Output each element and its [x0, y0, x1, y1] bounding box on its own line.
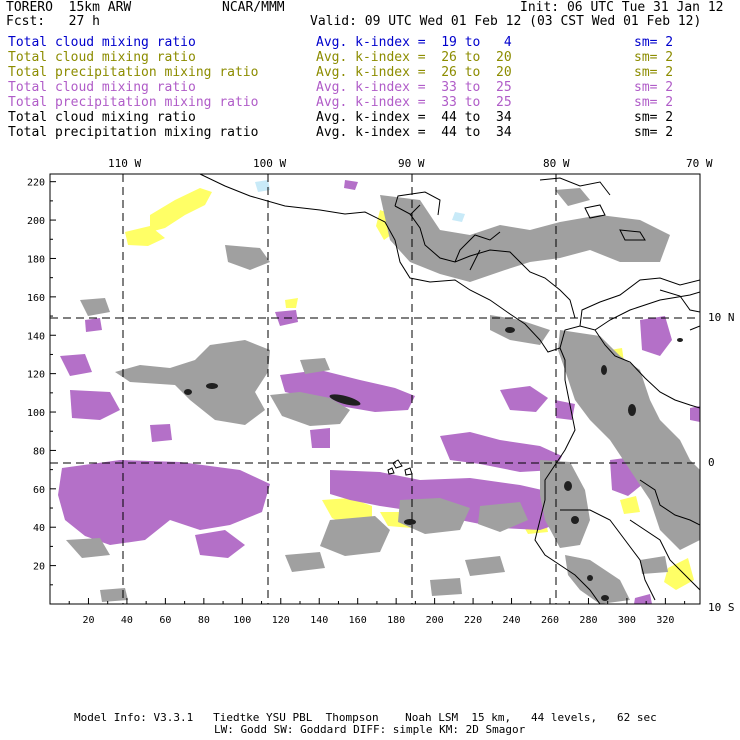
legend-kindex: Avg. k-index = 26 to 20 — [316, 65, 512, 80]
model-title: TORERO 15km ARW — [6, 0, 132, 15]
legend-kindex: Avg. k-index = 33 to 25 — [316, 80, 512, 95]
x-tick-label: 260 — [541, 615, 559, 626]
y-tick-label: 200 — [27, 216, 45, 227]
forecast-hour: Fcst: 27 h — [6, 14, 100, 29]
legend-field: Total precipitation mixing ratio — [8, 125, 259, 140]
y-tick-label: 100 — [27, 408, 45, 419]
legend-kindex: Avg. k-index = 26 to 20 — [316, 50, 512, 65]
legend-field: Total cloud mixing ratio — [8, 110, 196, 125]
legend-smoothing: sm= 2 — [634, 95, 674, 110]
lon-label-100w: 100 W — [253, 157, 287, 170]
axis-ticks — [50, 181, 686, 604]
x-tick-label: 280 — [579, 615, 597, 626]
y-tick-label: 140 — [27, 331, 45, 342]
model-physics: LW: Godd SW: Goddard DIFF: simple KM: 2D… — [214, 723, 526, 736]
x-tick-label: 300 — [618, 615, 636, 626]
lat-label-0: 0 — [708, 456, 715, 469]
legend-smoothing: sm= 2 — [634, 50, 674, 65]
legend-field: Total cloud mixing ratio — [8, 80, 196, 95]
institution-label: NCAR/MMM — [222, 0, 285, 15]
legend-kindex: Avg. k-index = 44 to 34 — [316, 125, 512, 140]
x-tick-label: 60 — [159, 615, 171, 626]
legend-smoothing: sm= 2 — [634, 110, 674, 125]
y-tick-label: 180 — [27, 254, 45, 265]
y-tick-label: 220 — [27, 178, 45, 189]
y-tick-label: 80 — [33, 446, 45, 457]
legend-kindex: Avg. k-index = 19 to 4 — [316, 35, 512, 50]
legend-smoothing: sm= 2 — [634, 35, 674, 50]
x-tick-label: 220 — [464, 615, 482, 626]
x-tick-label: 180 — [387, 615, 405, 626]
lon-label-90w: 90 W — [398, 157, 425, 170]
legend-smoothing: sm= 2 — [634, 80, 674, 95]
y-tick-label: 20 — [33, 562, 45, 573]
legend-field: Total precipitation mixing ratio — [8, 95, 259, 110]
x-tick-label: 160 — [349, 615, 367, 626]
legend-field: Total precipitation mixing ratio — [8, 65, 259, 80]
lon-label-110w: 110 W — [108, 157, 142, 170]
x-tick-label: 200 — [426, 615, 444, 626]
graticule — [50, 174, 700, 604]
x-tick-label: 100 — [233, 615, 251, 626]
map-frame — [49, 173, 701, 605]
x-tick-label: 320 — [656, 615, 674, 626]
legend-field: Total cloud mixing ratio — [8, 50, 196, 65]
model-info: Model Info: V3.3.1 Tiedtke YSU PBL Thomp… — [74, 711, 657, 724]
axis-tick-labels: 20 40 60 80 100 120 140 160 180 200 220 240 260 280 30… — [27, 178, 674, 626]
legend-kindex: Avg. k-index = 44 to 34 — [316, 110, 512, 125]
y-tick-label: 60 — [33, 485, 45, 496]
x-tick-label: 80 — [198, 615, 210, 626]
x-tick-label: 240 — [503, 615, 521, 626]
legend-smoothing: sm= 2 — [634, 125, 674, 140]
cloud-fields — [58, 180, 700, 604]
y-tick-label: 120 — [27, 370, 45, 381]
lon-label-80w: 80 W — [543, 157, 570, 170]
legend-smoothing: sm= 2 — [634, 65, 674, 80]
valid-time: Valid: 09 UTC Wed 01 Feb 12 (03 CST Wed … — [310, 14, 702, 29]
y-tick-label: 40 — [33, 523, 45, 534]
lat-label-10s: 10 S — [708, 601, 735, 614]
legend-field: Total cloud mixing ratio — [8, 35, 196, 50]
init-time: Init: 06 UTC Tue 31 Jan 12 — [520, 0, 724, 15]
x-tick-label: 20 — [82, 615, 94, 626]
x-tick-label: 140 — [310, 615, 328, 626]
legend-kindex: Avg. k-index = 33 to 25 — [316, 95, 512, 110]
x-tick-label: 120 — [272, 615, 290, 626]
x-tick-label: 40 — [121, 615, 133, 626]
lon-label-70w: 70 W — [686, 157, 713, 170]
y-tick-label: 160 — [27, 293, 45, 304]
lat-label-10n: 10 N — [708, 311, 735, 324]
